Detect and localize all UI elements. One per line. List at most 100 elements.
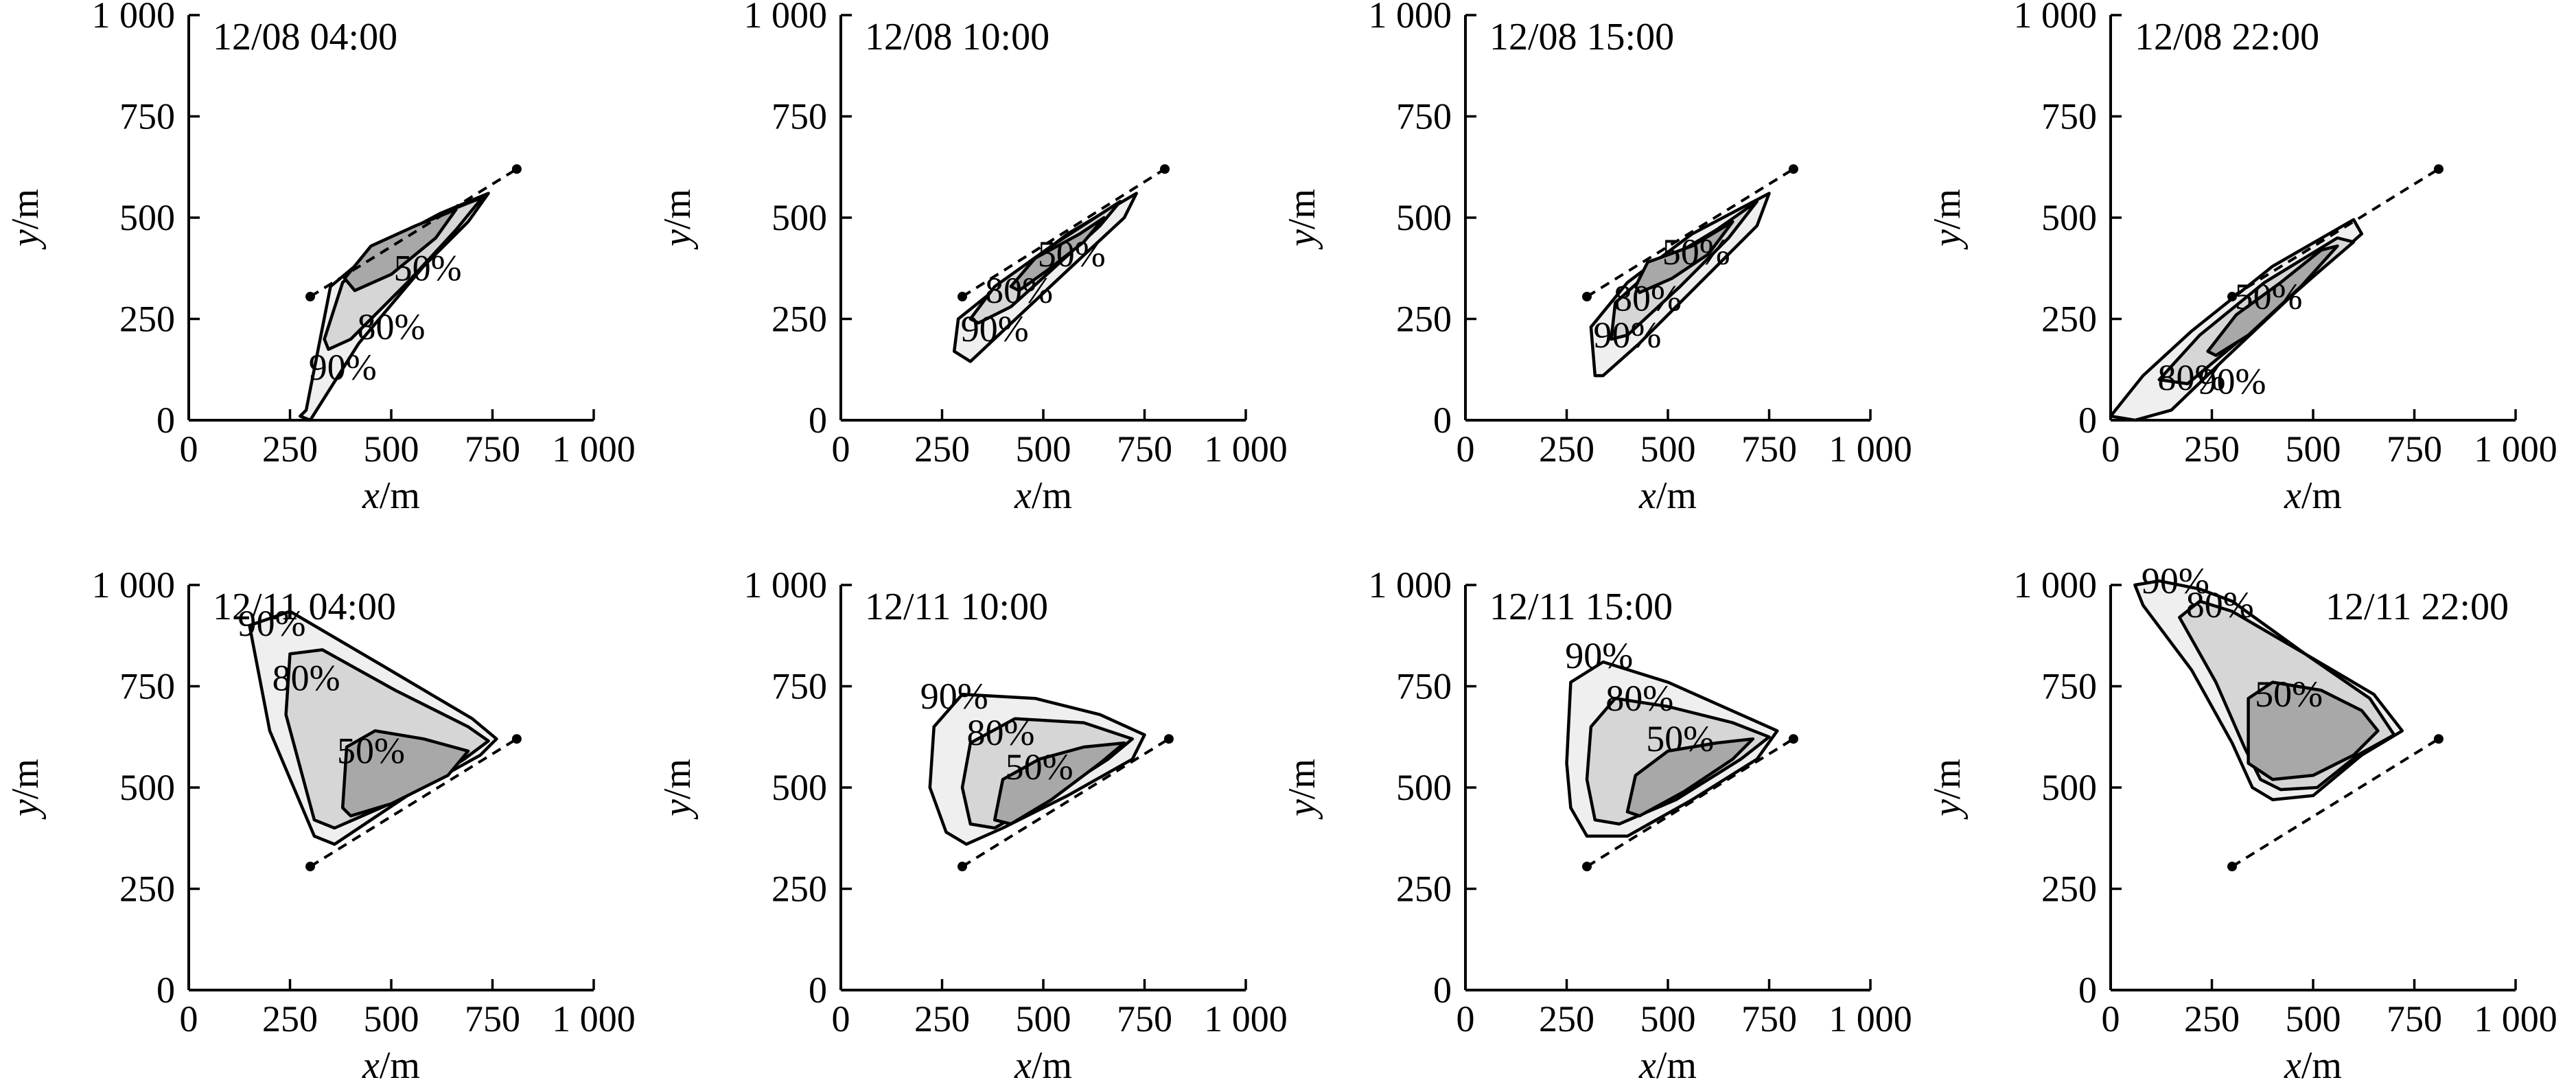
x-axis-label: x/m — [1638, 474, 1697, 517]
contour-label-80: 80% — [272, 657, 340, 698]
contour-50-region — [993, 741, 1126, 826]
reference-end-point — [1163, 734, 1174, 744]
x-tick-label: 250 — [914, 428, 970, 470]
contour-label-90: 90% — [2198, 361, 2266, 402]
contour-label-80: 80% — [2186, 584, 2254, 625]
x-tick-label: 750 — [2387, 428, 2442, 470]
reference-end-point — [511, 734, 522, 744]
reference-start-point — [958, 862, 967, 872]
x-tick-label: 500 — [1640, 998, 1696, 1040]
x-tick-label: 500 — [2286, 428, 2341, 470]
panel-title: 12/08 10:00 — [865, 16, 1049, 58]
y-tick-label: 500 — [119, 197, 175, 238]
y-tick-label: 250 — [119, 299, 175, 340]
y-tick-label: 0 — [1433, 969, 1452, 1011]
chart-panel-5: 0 250 500 750 1 000 0 250 500 750 1 000 x/m y/m 12/1… — [4, 564, 636, 1087]
contour-label-50: 50% — [1646, 718, 1714, 759]
y-tick-label: 250 — [771, 869, 827, 910]
contour-label-50: 50% — [1038, 233, 1106, 275]
contour-50-region — [2206, 244, 2339, 357]
y-tick-label: 250 — [1396, 869, 1452, 910]
x-tick-label: 0 — [180, 998, 198, 1040]
x-tick-label: 0 — [180, 428, 198, 470]
panel-title: 12/08 22:00 — [2135, 16, 2319, 58]
x-axis-label: x/m — [1014, 474, 1072, 517]
y-tick-label: 500 — [1396, 767, 1452, 808]
reference-start-point — [1582, 862, 1592, 872]
y-tick-label: 500 — [2041, 197, 2097, 238]
x-tick-label: 250 — [2184, 998, 2240, 1040]
y-tick-label: 750 — [119, 666, 175, 707]
contour-label-50: 50% — [1662, 231, 1730, 273]
x-tick-label: 500 — [364, 998, 419, 1040]
contour-label-80: 80% — [2158, 357, 2226, 398]
reference-line — [961, 737, 1170, 868]
x-tick-label: 1 000 — [1204, 428, 1288, 470]
y-tick-label: 500 — [119, 767, 175, 808]
chart-panel-7: 0 250 500 750 1 000 0 250 500 750 1 000 x/m y/m 12/1… — [1281, 564, 1912, 1087]
y-tick-label: 250 — [2041, 299, 2097, 340]
contour-label-80: 80% — [358, 306, 426, 347]
y-tick-label: 250 — [2041, 869, 2097, 910]
reference-start-point — [958, 292, 967, 302]
y-tick-label: 250 — [119, 869, 175, 910]
contour-50-region — [1625, 737, 1755, 818]
reference-end-point — [2433, 164, 2444, 174]
x-tick-label: 250 — [914, 998, 970, 1040]
chart-panel-4: 0 250 500 750 1 000 0 250 500 750 1 000 x/m y/m 12/0… — [1926, 0, 2557, 517]
contour-label-90: 90% — [961, 308, 1029, 349]
y-tick-label: 500 — [771, 767, 827, 808]
contour-label-50: 50% — [337, 731, 405, 772]
x-tick-label: 750 — [2387, 998, 2442, 1040]
x-tick-label: 1 000 — [1829, 428, 1912, 470]
contour-label-80: 80% — [1605, 678, 1673, 719]
reference-start-point — [2227, 862, 2237, 872]
reference-start-point — [2227, 292, 2237, 302]
reference-start-point — [1582, 292, 1592, 302]
contour-label-90: 90% — [1565, 635, 1633, 676]
chart-panel-6: 0 250 500 750 1 000 0 250 500 750 1 000 x/m y/m 12/1… — [656, 564, 1288, 1087]
y-tick-label: 250 — [1396, 299, 1452, 340]
y-tick-label: 1 000 — [2014, 564, 2098, 606]
reference-line — [961, 168, 1166, 298]
x-axis-label: x/m — [1014, 1044, 1072, 1087]
reference-line — [2231, 168, 2439, 298]
y-axis-label: y/m — [4, 189, 47, 250]
x-tick-label: 1 000 — [552, 428, 636, 470]
contour-label-90: 90% — [2142, 560, 2209, 601]
x-tick-label: 750 — [1117, 428, 1172, 470]
x-tick-label: 0 — [2102, 998, 2120, 1040]
contour-50-region — [2247, 680, 2380, 781]
chart-panel-3: 0 250 500 750 1 000 0 250 500 750 1 000 x/m y/m 12/0… — [1281, 0, 1912, 517]
x-tick-label: 0 — [832, 428, 850, 470]
reference-end-point — [511, 164, 522, 174]
panel-title: 12/11 10:00 — [865, 586, 1048, 628]
contour-label-90: 90% — [309, 347, 377, 388]
y-tick-label: 0 — [1433, 400, 1452, 441]
panel-title: 12/08 04:00 — [213, 16, 397, 58]
x-tick-label: 500 — [1640, 428, 1696, 470]
x-axis-label: x/m — [2284, 474, 2342, 517]
x-axis-label: x/m — [1638, 1044, 1697, 1087]
x-tick-label: 1 000 — [2474, 998, 2557, 1040]
contour-label-50: 50% — [2235, 276, 2303, 317]
y-tick-label: 1 000 — [1369, 0, 1452, 36]
y-tick-label: 750 — [1396, 96, 1452, 137]
reference-line — [1586, 737, 1794, 868]
contour-label-50: 50% — [394, 247, 462, 288]
y-tick-label: 500 — [2041, 767, 2097, 808]
contour-label-80: 80% — [1614, 278, 1682, 319]
y-tick-label: 1 000 — [1369, 564, 1452, 606]
reference-end-point — [1160, 164, 1170, 174]
y-tick-label: 750 — [2041, 666, 2097, 707]
reference-line — [1586, 168, 1794, 298]
y-axis-label: y/m — [1281, 759, 1323, 820]
y-tick-label: 500 — [771, 197, 827, 238]
contour-50-region — [1009, 216, 1106, 292]
y-tick-label: 1 000 — [92, 564, 176, 606]
y-axis-label: y/m — [656, 189, 699, 250]
y-axis-label: y/m — [1926, 759, 1969, 820]
contour-label-90: 90% — [1594, 314, 1662, 356]
reference-start-point — [305, 292, 315, 302]
y-axis-label: y/m — [1281, 189, 1323, 250]
